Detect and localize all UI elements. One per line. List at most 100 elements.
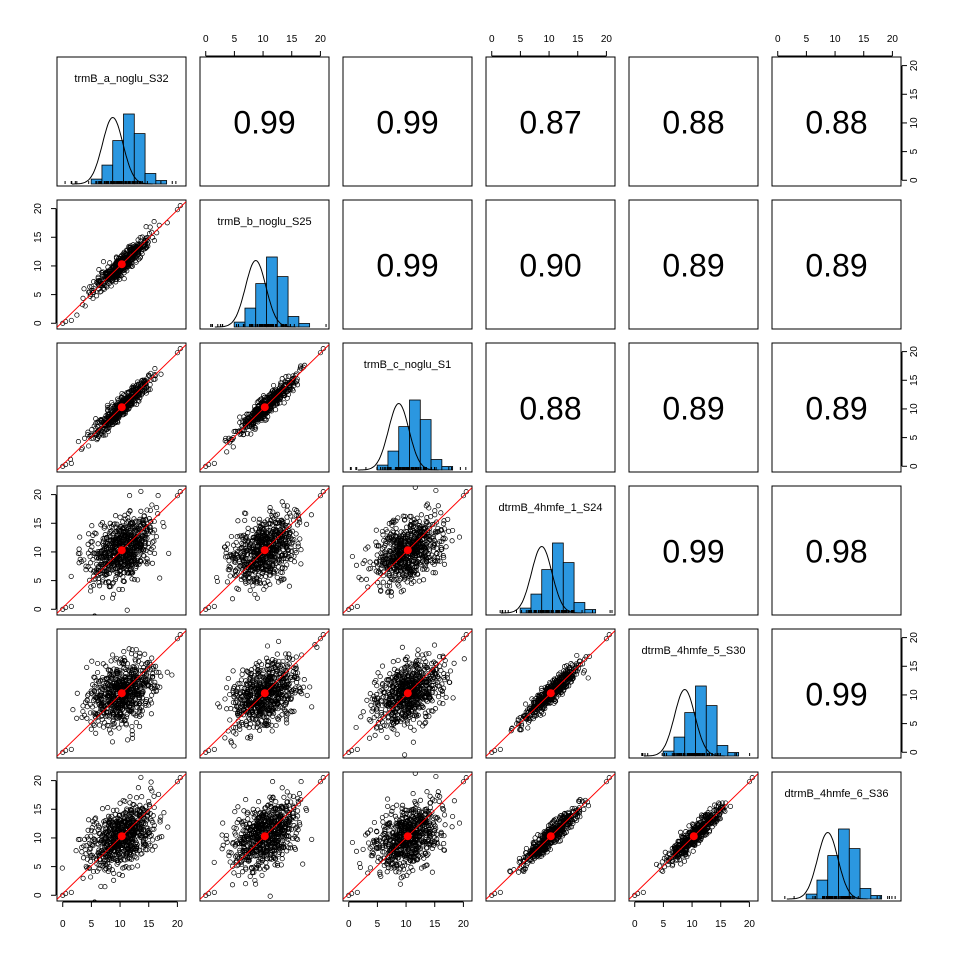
data-point <box>120 578 126 584</box>
data-point <box>95 695 101 701</box>
data-point <box>94 293 100 299</box>
data-point <box>131 577 138 583</box>
data-point <box>415 571 421 578</box>
data-point <box>390 565 396 571</box>
data-point <box>235 712 241 718</box>
data-point <box>134 533 140 540</box>
data-point <box>424 566 430 572</box>
data-point <box>362 558 368 564</box>
data-point <box>93 531 99 537</box>
data-point <box>240 548 246 554</box>
data-point <box>89 704 96 710</box>
data-point <box>174 207 180 213</box>
data-point <box>317 350 323 356</box>
data-point <box>279 537 285 544</box>
data-point <box>95 274 101 280</box>
data-point <box>238 576 244 583</box>
data-point <box>101 567 108 573</box>
data-point <box>140 690 146 697</box>
data-point <box>141 534 147 540</box>
data-point <box>120 528 126 534</box>
data-point <box>153 663 159 669</box>
data-point <box>94 694 100 701</box>
data-point <box>138 543 144 549</box>
data-point <box>297 536 303 542</box>
data-point <box>274 511 281 517</box>
data-point <box>74 690 80 696</box>
data-point <box>380 579 386 585</box>
data-point <box>245 525 251 531</box>
data-point <box>297 365 303 371</box>
data-point <box>103 432 109 438</box>
data-point <box>88 539 94 545</box>
data-point <box>91 710 97 716</box>
data-point <box>424 515 430 521</box>
data-point <box>428 514 434 520</box>
data-point <box>248 733 254 739</box>
data-point <box>98 690 105 696</box>
data-point <box>130 693 136 699</box>
data-point <box>164 669 170 675</box>
data-point <box>144 387 150 393</box>
data-point <box>146 702 152 708</box>
data-point <box>266 394 272 400</box>
data-point <box>404 579 410 585</box>
data-point <box>137 707 143 713</box>
data-point <box>221 544 228 550</box>
data-point <box>396 549 402 555</box>
data-point <box>87 293 93 299</box>
data-point <box>139 251 145 257</box>
data-point <box>96 267 102 273</box>
data-point <box>129 558 135 564</box>
data-point <box>390 533 396 539</box>
data-point <box>284 507 290 513</box>
data-point <box>137 650 143 656</box>
data-point <box>408 558 414 564</box>
histogram-bar <box>276 276 289 328</box>
data-point <box>105 540 111 546</box>
panel-1-2: 0.99 <box>342 199 473 330</box>
data-point <box>261 667 267 673</box>
data-point <box>439 538 445 545</box>
data-point <box>97 289 103 295</box>
data-point <box>127 493 133 499</box>
data-point <box>279 565 285 571</box>
data-point <box>111 270 117 276</box>
data-point <box>92 684 98 690</box>
data-point <box>250 411 256 417</box>
data-point <box>108 707 114 713</box>
data-point <box>120 251 126 257</box>
data-point <box>147 549 153 556</box>
data-point <box>108 698 114 704</box>
mean-point <box>403 546 412 555</box>
data-point <box>100 674 106 681</box>
data-point <box>68 460 74 466</box>
data-point <box>416 518 422 525</box>
data-point <box>440 536 446 542</box>
data-point <box>413 564 420 570</box>
data-point <box>224 449 230 455</box>
data-point <box>393 525 399 531</box>
data-point <box>134 386 140 392</box>
data-point <box>81 557 87 563</box>
data-point <box>87 554 93 560</box>
data-point <box>269 394 275 400</box>
histogram-bar <box>573 602 586 614</box>
data-point <box>402 573 408 579</box>
correlation-value: 0.90 <box>519 248 581 284</box>
data-point <box>432 570 438 576</box>
data-point <box>129 728 135 734</box>
data-point <box>382 551 388 557</box>
data-point <box>110 595 116 601</box>
data-point <box>137 653 143 659</box>
data-point <box>269 512 275 519</box>
data-point <box>297 367 303 373</box>
data-point <box>121 249 127 255</box>
data-point <box>395 581 401 587</box>
data-point <box>258 580 264 586</box>
data-point <box>150 544 156 550</box>
data-point <box>274 543 280 550</box>
data-point <box>374 552 380 558</box>
correlation-value: 0.89 <box>805 391 867 427</box>
data-point <box>86 691 92 697</box>
